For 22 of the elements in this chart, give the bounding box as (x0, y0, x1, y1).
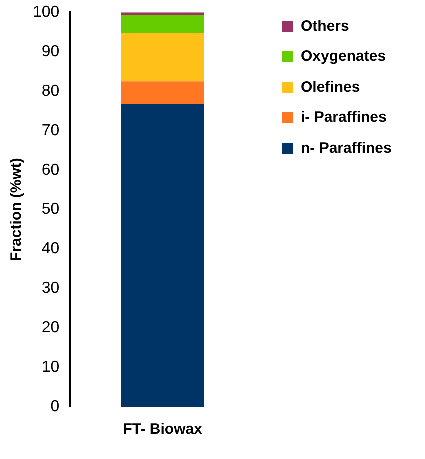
legend-label: Olefines (301, 78, 360, 96)
y-tick-label: 80 (42, 82, 60, 100)
y-tick-label: 50 (42, 201, 60, 218)
y-tick-label: 60 (42, 162, 60, 179)
legend-label: Others (301, 18, 350, 34)
y-tick-label: 30 (42, 280, 60, 298)
bar (121, 14, 204, 34)
y-tick-label: 100 (32, 4, 60, 22)
y-tick-label: 10 (42, 358, 60, 376)
legend-label: i- Paraffines (301, 109, 387, 126)
y-tick-label: 0 (50, 398, 60, 416)
y-tick-label: 70 (42, 122, 60, 140)
legend-label: n- Paraffines (301, 140, 392, 156)
y-tick-label: 20 (42, 320, 60, 337)
y-axis-title: Fraction (%wt) (8, 158, 26, 262)
x-tick-label: FT- Biowax (123, 421, 204, 438)
bar (121, 104, 204, 407)
legend-label: Oxygenates (301, 48, 386, 65)
y-tick-label: 40 (42, 240, 60, 258)
y-tick-label: 90 (42, 43, 60, 60)
bar (121, 33, 204, 82)
bar (121, 82, 204, 104)
